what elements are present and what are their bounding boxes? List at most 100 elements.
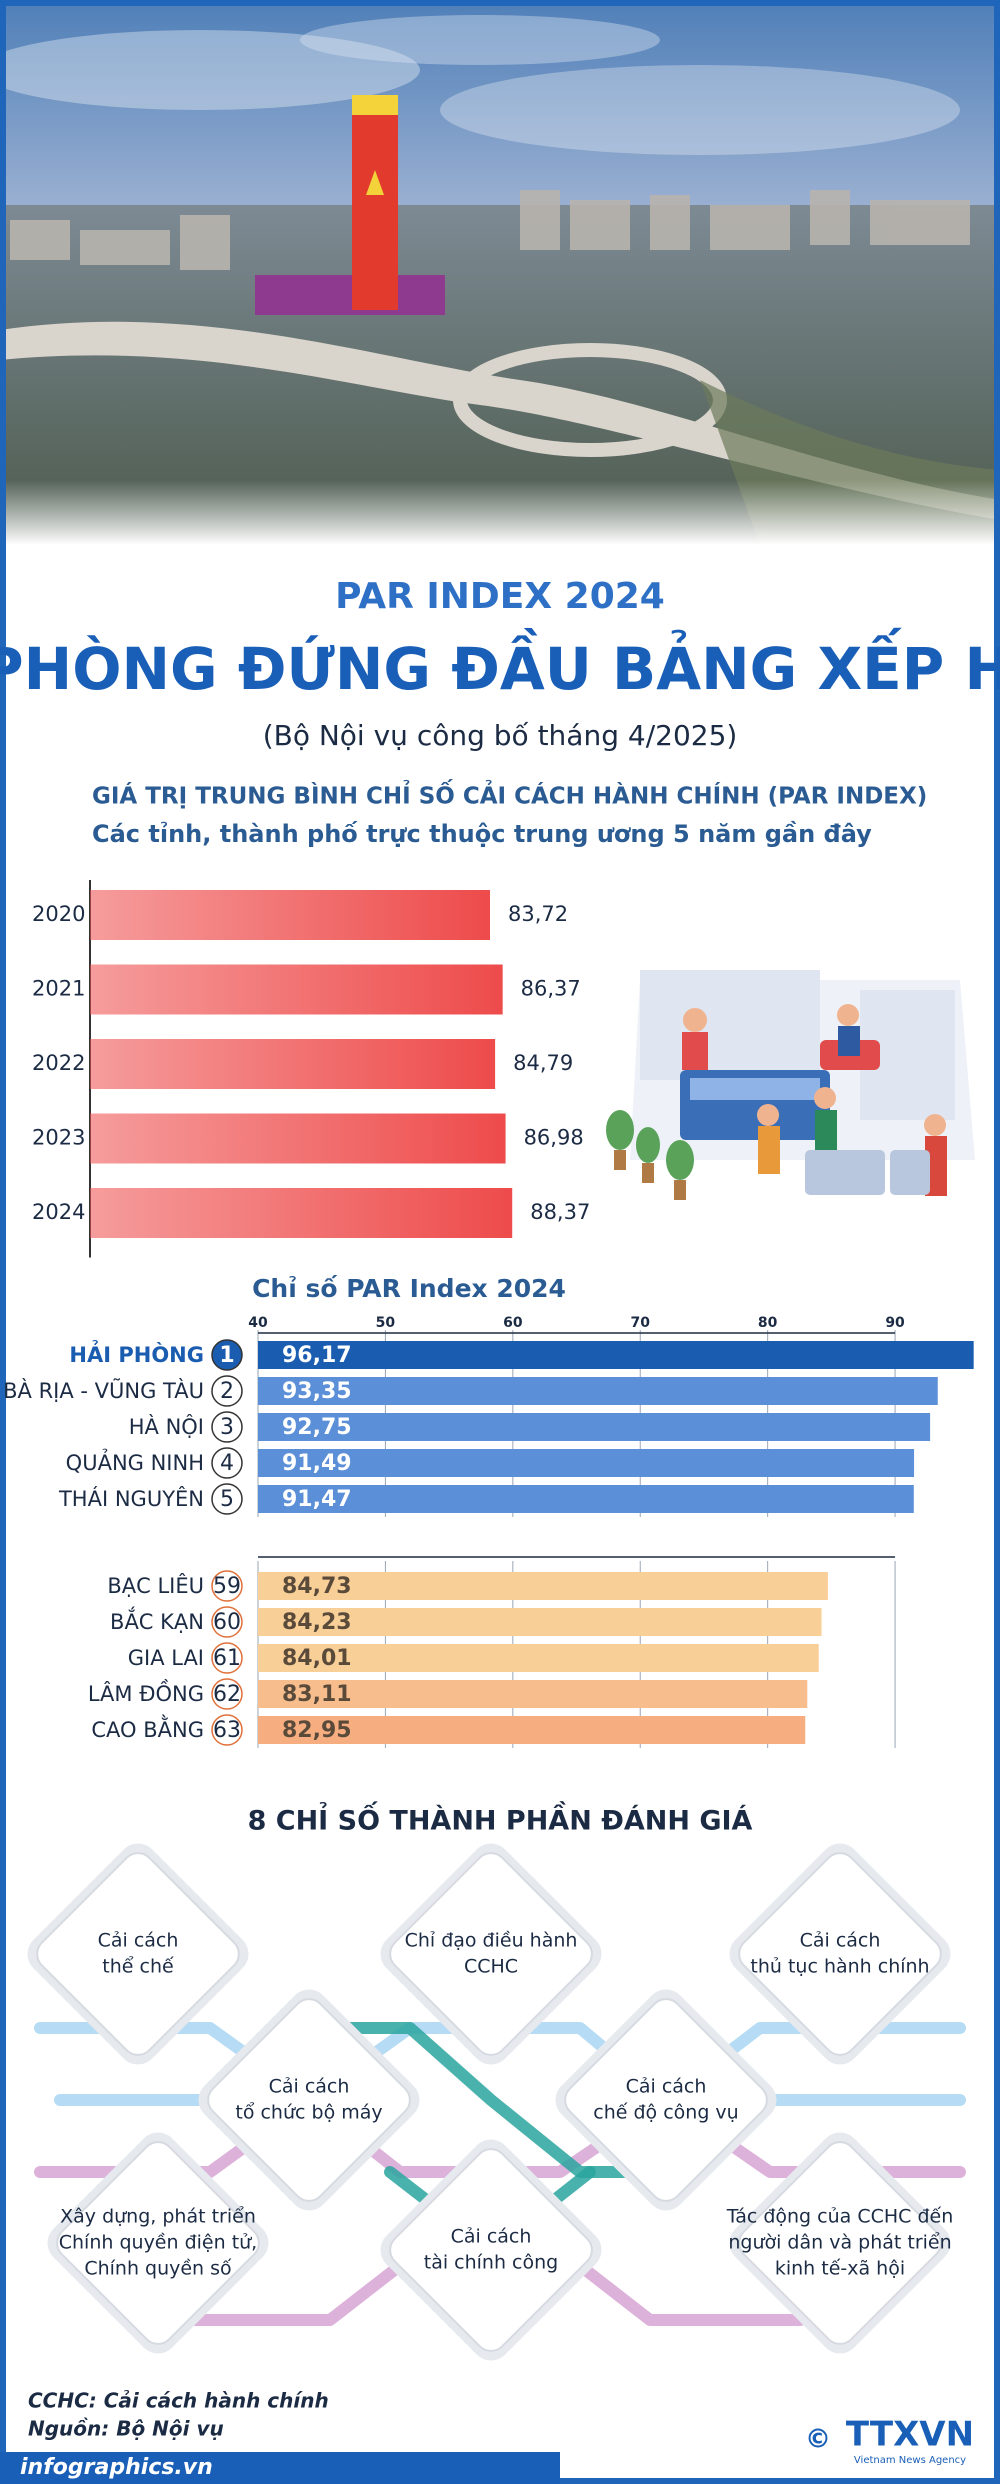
value-label: 84,79 bbox=[513, 1051, 573, 1075]
component-label: Chỉ đạo điều hành bbox=[405, 1930, 578, 1952]
y-tick-label: 2021 bbox=[32, 977, 85, 1001]
y-tick-label: BẮC KẠN bbox=[110, 1606, 204, 1634]
value-label: 86,37 bbox=[521, 977, 581, 1001]
charts: GIÁ TRỊ TRUNG BÌNH CHỈ SỐ CẢI CÁCH HÀNH … bbox=[3, 779, 974, 1748]
bar bbox=[258, 1449, 915, 1477]
component-label: chế độ công vụ bbox=[593, 2102, 738, 2124]
value-label: 93,35 bbox=[282, 1379, 352, 1404]
x-tick-label: 80 bbox=[758, 1315, 778, 1331]
bar bbox=[258, 1413, 931, 1441]
x-tick-label: 70 bbox=[630, 1315, 650, 1331]
rank-badge bbox=[211, 1447, 243, 1479]
rank-number: 61 bbox=[213, 1646, 241, 1671]
bar bbox=[258, 1485, 914, 1513]
component-label: thể chế bbox=[102, 1956, 174, 1978]
y-tick-label: THÁI NGUYÊN bbox=[58, 1486, 204, 1511]
copyright: © bbox=[805, 2425, 831, 2455]
header-photo bbox=[0, 0, 1000, 545]
illustration bbox=[606, 970, 975, 1200]
value-label: 83,11 bbox=[282, 1682, 352, 1707]
source: Nguồn: Bộ Nội vụ bbox=[28, 2417, 224, 2441]
chart-title: Chỉ số PAR Index 2024 bbox=[252, 1274, 566, 1303]
diamond bbox=[36, 1852, 240, 2056]
bar bbox=[258, 1377, 938, 1405]
x-tick-label: 60 bbox=[503, 1315, 523, 1331]
bar bbox=[258, 1608, 822, 1636]
component-label: Cải cách bbox=[98, 1930, 179, 1952]
y-tick-label: QUẢNG NINH bbox=[66, 1449, 204, 1475]
component-label: kinh tế-xã hội bbox=[775, 2258, 905, 2280]
component-label: Chính quyền số bbox=[84, 2258, 232, 2280]
component-label: Xây dựng, phát triển bbox=[60, 2206, 256, 2228]
component-label: thủ tục hành chính bbox=[750, 1956, 929, 1978]
chart-title: GIÁ TRỊ TRUNG BÌNH CHỈ SỐ CẢI CÁCH HÀNH … bbox=[92, 779, 927, 810]
value-label: 96,17 bbox=[282, 1343, 352, 1368]
value-label: 84,73 bbox=[282, 1574, 352, 1599]
y-tick-label: BÀ RỊA - VŨNG TÀU bbox=[3, 1377, 204, 1403]
rank-badge bbox=[211, 1642, 243, 1674]
value-label: 84,01 bbox=[282, 1646, 352, 1671]
value-label: 88,37 bbox=[530, 1200, 590, 1224]
y-tick-label: 2023 bbox=[32, 1126, 85, 1150]
rank-number: 1 bbox=[219, 1343, 234, 1368]
main-title: HẢI PHÒNG ĐỨNG ĐẦU BẢNG XẾP HẠNG bbox=[0, 626, 1000, 703]
diamond bbox=[56, 2141, 260, 2345]
connector bbox=[324, 2022, 672, 2178]
component-label: tài chính công bbox=[424, 2252, 558, 2274]
y-tick-label: 2024 bbox=[32, 1200, 85, 1224]
rank-badge bbox=[211, 1714, 243, 1746]
y-tick-label: HÀ NỘI bbox=[129, 1414, 204, 1439]
section-title: 8 CHỈ SỐ THÀNH PHẦN ĐÁNH GIÁ bbox=[248, 1801, 753, 1837]
y-tick-label: CAO BẰNG bbox=[91, 1714, 204, 1742]
value-label: 82,95 bbox=[282, 1718, 352, 1743]
component-label: Cải cách bbox=[451, 2226, 532, 2248]
rank-number: 60 bbox=[213, 1610, 241, 1635]
bar bbox=[90, 890, 490, 940]
rank-badge bbox=[211, 1411, 243, 1443]
y-tick-label: LÂM ĐỒNG bbox=[88, 1679, 204, 1706]
subtitle: (Bộ Nội vụ công bố tháng 4/2025) bbox=[263, 719, 738, 752]
value-label: 86,98 bbox=[524, 1126, 584, 1150]
component-label: Cải cách bbox=[269, 2076, 350, 2098]
bar bbox=[90, 964, 503, 1015]
component-label: Cải cách bbox=[626, 2076, 707, 2098]
rank-badge bbox=[211, 1375, 243, 1407]
component-label: Cải cách bbox=[800, 1930, 881, 1952]
footnote: CCHC: Cải cách hành chính bbox=[28, 2389, 329, 2413]
diamond bbox=[738, 1852, 942, 2056]
site: infographics.vn bbox=[20, 2455, 213, 2480]
bar bbox=[258, 1680, 808, 1708]
rank-number: 4 bbox=[220, 1451, 234, 1476]
footer-bar bbox=[0, 2452, 560, 2484]
x-tick-label: 90 bbox=[885, 1315, 905, 1331]
rank-number: 3 bbox=[220, 1415, 234, 1440]
value-label: 84,23 bbox=[282, 1610, 352, 1635]
rank-badge bbox=[211, 1339, 243, 1371]
bar bbox=[258, 1341, 974, 1369]
agency-en: Vietnam News Agency bbox=[854, 2455, 966, 2466]
value-label: 92,75 bbox=[282, 1415, 352, 1440]
diamond bbox=[389, 2148, 593, 2352]
value-label: 83,72 bbox=[508, 902, 568, 926]
component-label: tổ chức bộ máy bbox=[235, 2102, 382, 2124]
bar bbox=[90, 1188, 513, 1238]
rank-badge bbox=[211, 1678, 243, 1710]
y-tick-label: 2020 bbox=[32, 902, 85, 926]
bar bbox=[90, 1039, 496, 1089]
rank-number: 59 bbox=[213, 1574, 241, 1599]
diamond bbox=[564, 1998, 768, 2202]
rank-badge bbox=[211, 1570, 243, 1602]
rank-number: 63 bbox=[213, 1718, 241, 1743]
y-tick-label: 2022 bbox=[32, 1051, 85, 1075]
diamond bbox=[207, 1998, 411, 2202]
agency-logo: TTXVN bbox=[846, 2415, 974, 2455]
x-tick-label: 40 bbox=[248, 1315, 268, 1331]
y-tick-label: BẠC LIÊU bbox=[107, 1573, 204, 1598]
component-label: Tác động của CCHC đến bbox=[726, 2206, 954, 2228]
bar bbox=[258, 1572, 828, 1600]
x-tick-label: 50 bbox=[376, 1315, 396, 1331]
bar bbox=[258, 1716, 806, 1744]
rank-badge bbox=[211, 1606, 243, 1638]
